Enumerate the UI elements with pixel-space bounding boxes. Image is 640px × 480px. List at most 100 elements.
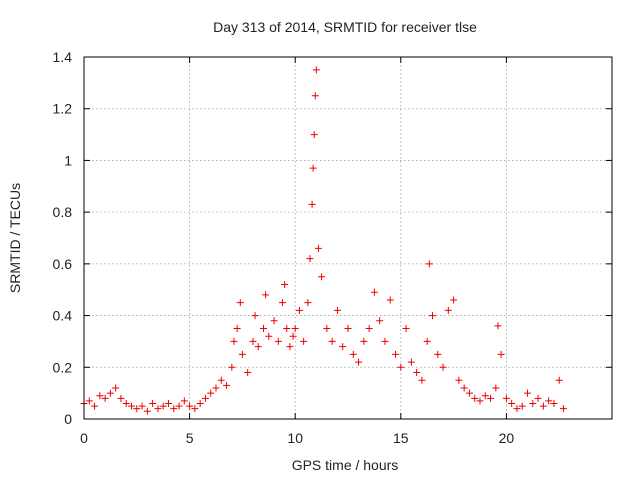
tick-labels: 0 5 10 15 20 0 0.2 0.4 0.6 0.8 1 1.2 1.4 <box>53 49 515 446</box>
data-point <box>96 392 104 400</box>
data-point <box>434 350 442 358</box>
data-point <box>339 343 347 351</box>
data-point <box>534 394 542 402</box>
plot-frame <box>83 56 613 420</box>
chart-title: Day 313 of 2014, SRMTID for receiver tls… <box>213 19 477 35</box>
x-tick-label: 0 <box>80 430 88 446</box>
data-point <box>238 350 246 358</box>
data-point <box>318 273 326 281</box>
data-point <box>392 350 400 358</box>
data-point <box>262 291 270 299</box>
x-axis-label: GPS time / hours <box>292 457 399 473</box>
data-point <box>439 363 447 371</box>
data-point <box>487 394 495 402</box>
data-point <box>555 376 563 384</box>
data-point <box>524 389 532 397</box>
data-point <box>138 402 146 410</box>
data-point <box>492 384 500 392</box>
data-point <box>311 92 319 100</box>
data-point <box>274 337 282 345</box>
data-point <box>550 399 558 407</box>
data-point <box>539 402 547 410</box>
data-point <box>397 363 405 371</box>
data-point <box>286 343 294 351</box>
axis-ticks <box>83 56 612 420</box>
data-point <box>230 337 238 345</box>
data-point <box>133 405 141 413</box>
data-point <box>154 405 162 413</box>
data-point <box>494 322 502 330</box>
data-point <box>450 296 458 304</box>
data-point <box>444 306 452 314</box>
data-point <box>545 397 553 405</box>
data-point <box>260 325 268 332</box>
data-point <box>360 337 368 345</box>
data-point <box>413 368 421 376</box>
data-point <box>529 399 537 407</box>
data-point <box>460 384 468 392</box>
data-point <box>149 399 157 407</box>
data-point <box>212 384 220 392</box>
data-point <box>502 394 510 402</box>
data-point <box>279 299 287 307</box>
data-point <box>233 325 241 332</box>
data-point <box>106 389 114 397</box>
data-point <box>402 325 410 332</box>
data-point <box>112 384 120 392</box>
data-point <box>180 397 188 405</box>
y-tick-label: 1.4 <box>53 49 73 65</box>
data-point <box>333 306 341 314</box>
data-point <box>291 325 299 332</box>
y-tick-label: 1.2 <box>53 101 73 117</box>
data-point <box>186 402 194 410</box>
data-point <box>312 66 320 74</box>
data-point <box>370 288 378 296</box>
data-point <box>254 343 262 351</box>
data-point <box>85 397 93 405</box>
data-point <box>365 325 373 332</box>
data-point <box>425 260 433 268</box>
data-point <box>270 317 278 325</box>
data-point <box>300 337 308 345</box>
data-point <box>407 358 415 366</box>
data-point <box>497 350 505 358</box>
data-point <box>295 306 303 314</box>
data-point <box>323 325 331 332</box>
data-point <box>518 402 526 410</box>
data-point <box>314 244 322 252</box>
data-point <box>471 394 479 402</box>
data-point <box>513 405 521 413</box>
data-point <box>349 350 357 358</box>
data-point <box>251 312 259 320</box>
data-point <box>159 402 167 410</box>
data-point <box>201 394 209 402</box>
data-point <box>128 402 136 410</box>
data-point <box>386 296 394 304</box>
data-point <box>304 299 312 307</box>
grid-lines <box>84 57 612 419</box>
data-point <box>344 325 352 332</box>
data-point <box>217 376 225 384</box>
data-point <box>328 337 336 345</box>
y-tick-label: 0.4 <box>53 308 73 324</box>
data-points <box>80 66 567 415</box>
y-tick-label: 0.2 <box>53 359 73 375</box>
data-point <box>244 368 252 376</box>
data-point <box>196 399 204 407</box>
x-tick-label: 15 <box>393 430 409 446</box>
data-point <box>228 363 236 371</box>
data-point <box>117 394 125 402</box>
data-point <box>223 381 231 389</box>
data-point <box>418 376 426 384</box>
x-tick-label: 5 <box>186 430 194 446</box>
data-point <box>306 255 314 263</box>
data-point <box>428 312 436 320</box>
data-point <box>476 397 484 405</box>
data-point <box>191 405 199 413</box>
data-point <box>310 131 318 139</box>
data-point <box>308 200 316 208</box>
x-tick-label: 20 <box>499 430 515 446</box>
data-point <box>465 389 473 397</box>
data-point <box>309 164 317 172</box>
